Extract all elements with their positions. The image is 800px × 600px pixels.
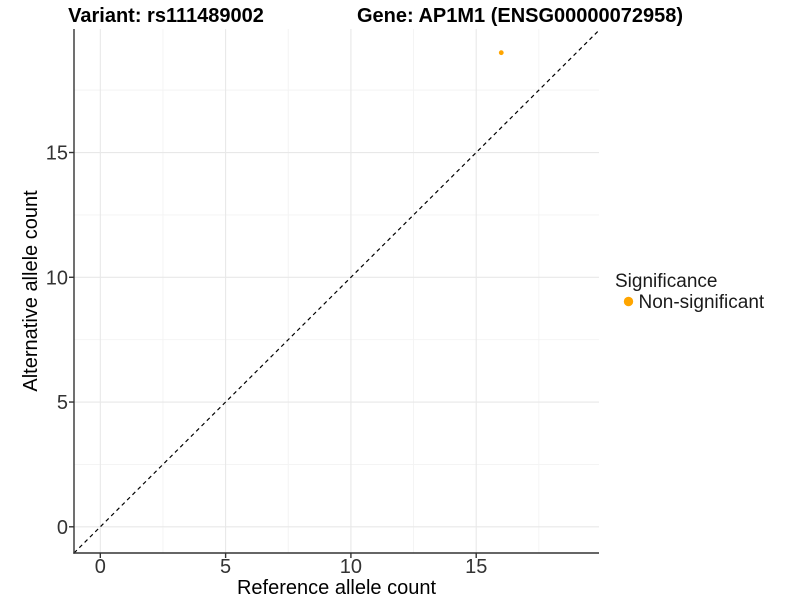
axis-tick-marks <box>69 151 477 558</box>
x-tick-label: 0 <box>95 556 106 578</box>
scatter-point <box>498 50 504 56</box>
legend: Significance Non-significant <box>615 271 765 313</box>
y-tick-label: 0 <box>57 517 68 539</box>
gridlines-major <box>74 29 599 553</box>
legend-entry-label: Non-significant <box>639 292 765 313</box>
y-axis-title: Alternative allele count <box>20 190 42 392</box>
y-tick-labels: 0 5 10 15 <box>46 143 68 539</box>
legend-point-swatch-icon <box>623 296 634 307</box>
y-tick-label: 10 <box>46 267 68 289</box>
identity-dashed-line <box>73 29 600 554</box>
x-tick-label: 15 <box>465 556 487 578</box>
data-points <box>498 50 504 56</box>
x-tick-labels: 0 5 10 15 <box>95 556 488 578</box>
x-tick-label: 5 <box>220 556 231 578</box>
y-tick-label: 15 <box>46 143 68 165</box>
x-tick-label: 10 <box>340 556 362 578</box>
y-tick-label: 5 <box>57 392 68 414</box>
identity-line <box>73 29 600 554</box>
plot-title-gene: Gene: AP1M1 (ENSG00000072958) <box>357 5 683 27</box>
gridlines-minor <box>74 29 599 553</box>
x-axis-title: Reference allele count <box>237 577 436 599</box>
plot-title-variant: Variant: rs111489002 <box>68 5 264 27</box>
legend-title: Significance <box>615 271 717 292</box>
